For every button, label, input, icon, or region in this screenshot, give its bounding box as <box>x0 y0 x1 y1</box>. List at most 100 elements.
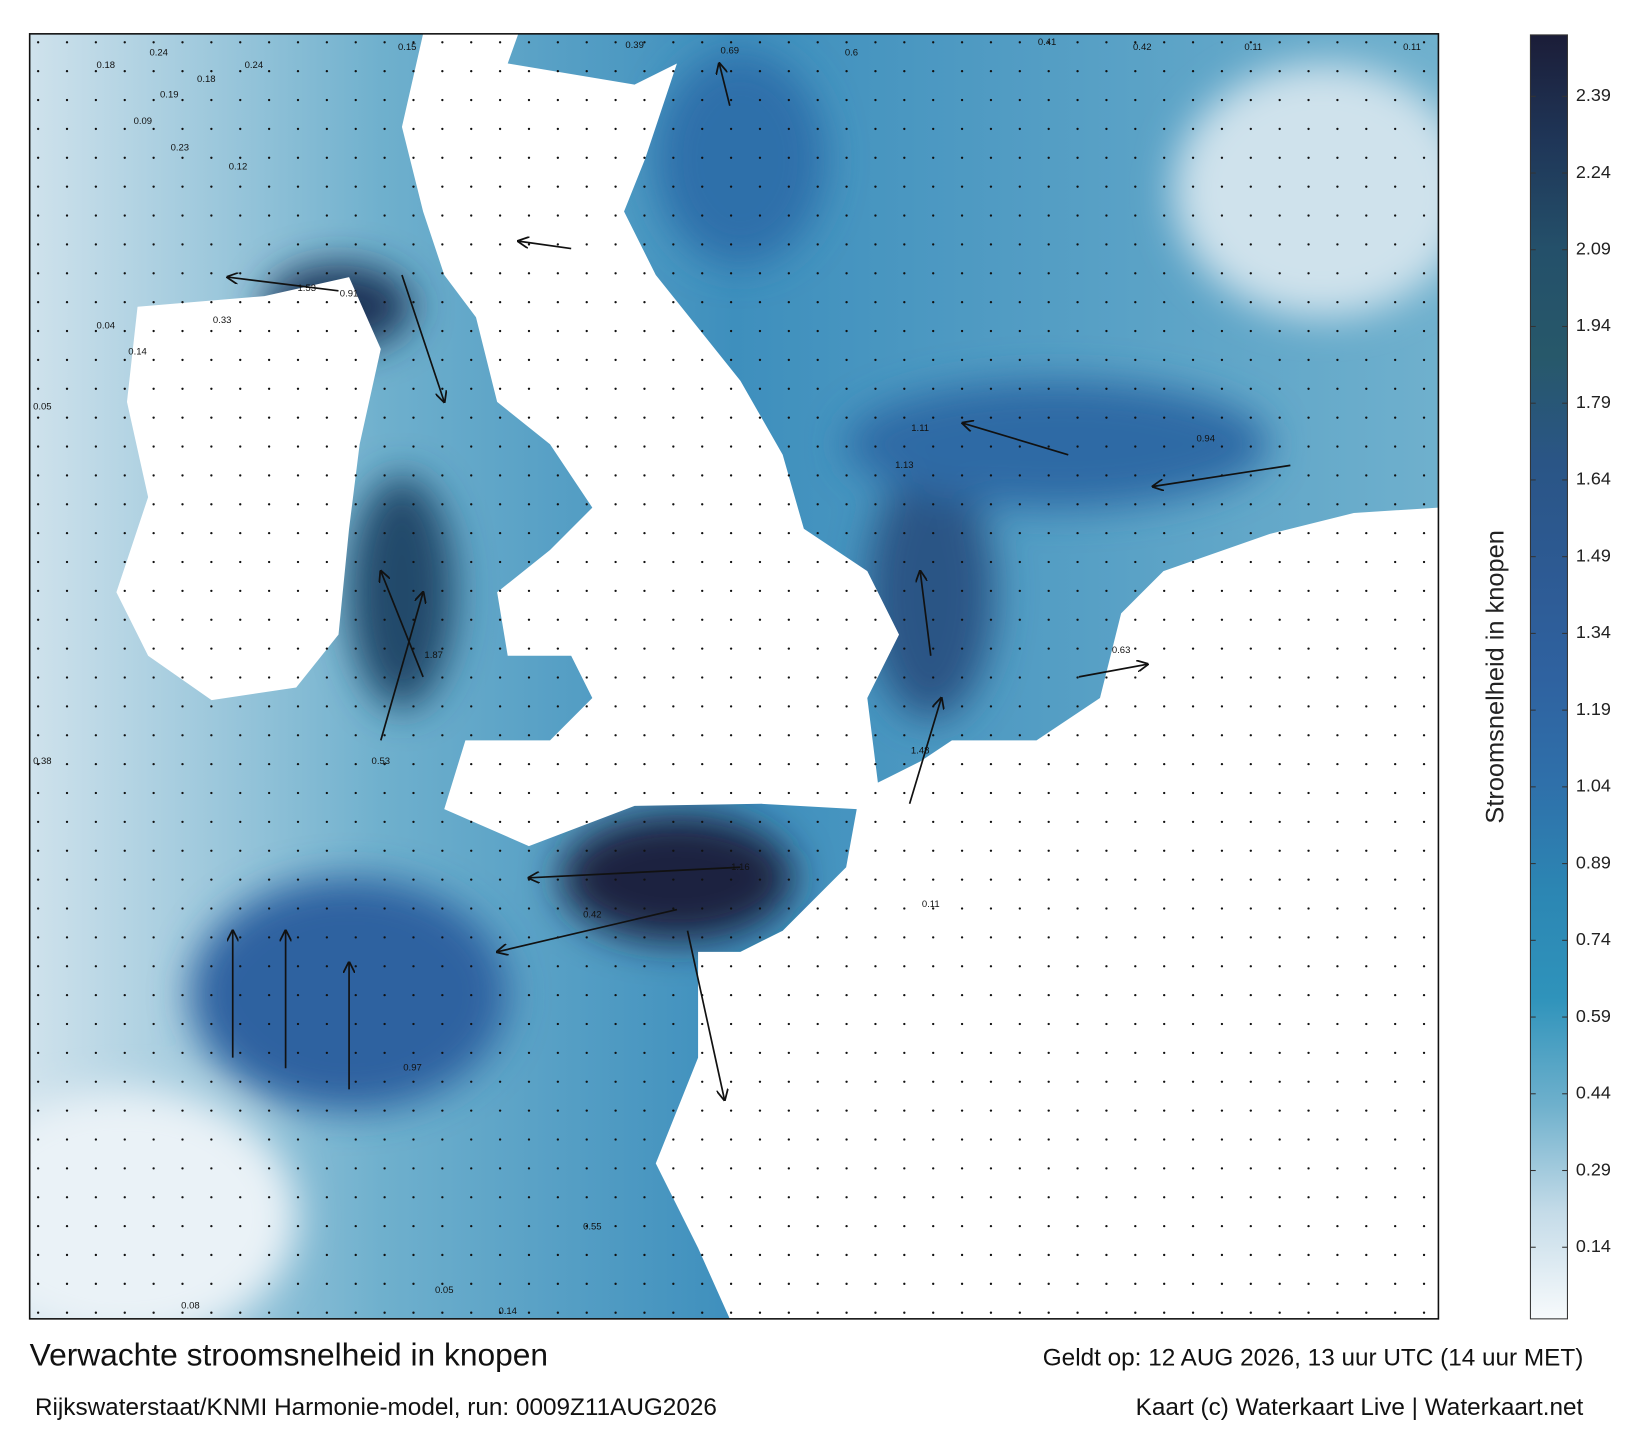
grid-dot <box>152 560 155 564</box>
grid-dot <box>1336 1109 1339 1112</box>
grid-dot <box>123 936 126 939</box>
grid-dot <box>267 936 271 939</box>
grid-dot <box>1307 70 1310 73</box>
grid-dot <box>527 98 531 102</box>
grid-dot <box>989 445 993 448</box>
grid-dot <box>932 907 935 910</box>
grid-dot <box>94 70 98 73</box>
grid-dot <box>787 1311 790 1314</box>
grid-dot <box>267 878 271 881</box>
grid-dot <box>1307 705 1310 708</box>
grid-dot <box>989 820 993 824</box>
grid-dot <box>816 329 819 333</box>
grid-dot <box>1191 993 1195 997</box>
grid-dot <box>1365 1080 1368 1083</box>
grid-dot <box>65 560 69 564</box>
grid-dot <box>672 1080 675 1083</box>
grid-dot <box>1191 1080 1195 1083</box>
grid-dot <box>758 1109 762 1112</box>
grid-dot <box>94 156 98 159</box>
grid-dot <box>239 560 242 564</box>
grid-dot <box>527 734 531 737</box>
grid-dot <box>614 647 617 650</box>
grid-dot <box>94 1224 98 1228</box>
grid-dot <box>1047 849 1050 852</box>
grid-dot <box>1105 329 1108 333</box>
grid-dot <box>989 98 993 102</box>
grid-dot <box>1220 358 1224 362</box>
grid-dot <box>643 676 646 679</box>
grid-dot <box>989 329 993 333</box>
grid-dot <box>585 445 588 448</box>
grid-dot <box>36 416 40 419</box>
grid-dot <box>470 416 473 419</box>
grid-dot <box>614 560 617 564</box>
grid-dot <box>1307 1051 1310 1055</box>
grid-dot <box>1047 272 1050 275</box>
grid-dot <box>989 589 993 593</box>
grid-dot <box>296 445 300 448</box>
grid-dot <box>527 214 531 217</box>
grid-dot <box>527 1051 531 1055</box>
grid-dot <box>1278 329 1281 333</box>
grid-dot <box>527 993 531 997</box>
grid-dot <box>527 1253 531 1257</box>
grid-dot <box>441 1080 444 1083</box>
value-label: 0.05 <box>435 1285 454 1296</box>
grid-dot <box>1134 907 1137 910</box>
grid-dot <box>354 849 357 852</box>
grid-dot <box>123 560 126 564</box>
grid-dot <box>354 1080 357 1083</box>
grid-dot <box>1307 127 1310 131</box>
grid-dot <box>152 705 155 708</box>
grid-dot <box>1047 1051 1050 1055</box>
grid-dot <box>729 243 733 246</box>
grid-dot <box>296 300 300 304</box>
grid-dot <box>1163 762 1166 766</box>
grid-dot <box>94 300 98 304</box>
grid-dot <box>470 1282 473 1286</box>
grid-dot <box>412 358 415 362</box>
grid-dot <box>1394 503 1397 506</box>
grid-dot <box>1422 214 1426 217</box>
value-label: 1.48 <box>911 745 930 756</box>
grid-dot <box>65 98 69 102</box>
grid-dot <box>758 734 762 737</box>
grid-dot <box>152 387 155 390</box>
grid-dot <box>1105 243 1108 246</box>
grid-dot <box>758 676 762 679</box>
grid-dot <box>729 907 733 910</box>
grid-dot <box>325 41 329 44</box>
grid-dot <box>903 762 906 766</box>
grid-dot <box>556 589 560 593</box>
grid-dot <box>932 589 935 593</box>
grid-dot <box>267 1138 271 1141</box>
grid-dot <box>556 243 560 246</box>
grid-dot <box>701 1253 704 1257</box>
grid-dot <box>1307 156 1310 159</box>
grid-dot <box>585 1282 588 1286</box>
grid-dot <box>1422 1311 1426 1314</box>
grid-dot <box>354 503 357 506</box>
grid-dot <box>585 1224 588 1228</box>
grid-dot <box>556 329 560 333</box>
grid-dot <box>585 1311 588 1314</box>
grid-dot <box>556 70 560 73</box>
grid-dot <box>787 98 790 102</box>
grid-dot <box>1336 1167 1339 1170</box>
grid-dot <box>36 936 40 939</box>
grid-dot <box>1191 849 1195 852</box>
grid-dot <box>903 820 906 824</box>
grid-dot <box>960 41 964 44</box>
grid-dot <box>470 1196 473 1199</box>
grid-dot <box>932 993 935 997</box>
grid-dot <box>36 618 40 621</box>
grid-dot <box>1076 878 1079 881</box>
grid-dot <box>123 1224 126 1228</box>
grid-dot <box>585 1080 588 1083</box>
grid-dot <box>1047 705 1050 708</box>
grid-dot <box>787 214 790 217</box>
grid-dot <box>65 965 69 968</box>
grid-dot <box>1018 1253 1021 1257</box>
colorbar-tick-label: 1.19 <box>1576 699 1611 719</box>
